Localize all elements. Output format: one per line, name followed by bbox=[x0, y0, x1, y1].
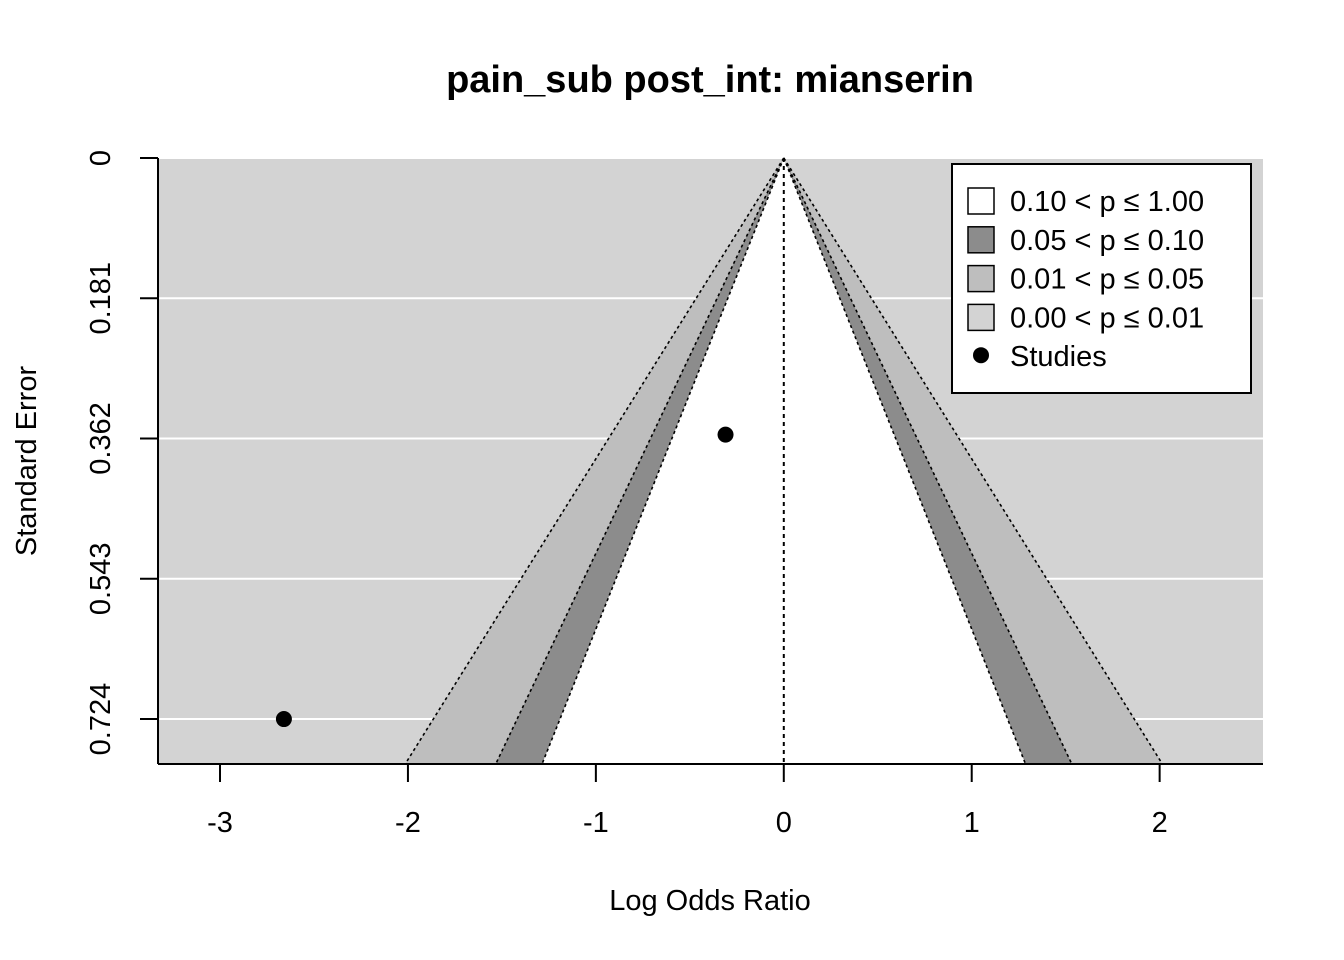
x-tick-label: -2 bbox=[395, 807, 421, 839]
chart-title: pain_sub post_int: mianserin bbox=[446, 59, 974, 101]
y-tick-label: 0.724 bbox=[85, 683, 117, 756]
legend-swatch bbox=[967, 264, 995, 293]
legend-swatch bbox=[967, 187, 995, 215]
legend-box bbox=[951, 163, 1252, 394]
y-tick-label: 0.543 bbox=[85, 543, 117, 616]
legend-label: Studies bbox=[1010, 341, 1107, 373]
study-points bbox=[275, 426, 734, 728]
contour-boundary-line bbox=[541, 157, 785, 765]
contour-boundary-line bbox=[783, 157, 1027, 765]
legend-label: 0.00 < p ≤ 0.01 bbox=[1010, 302, 1204, 334]
x-tick-label: 1 bbox=[964, 807, 980, 839]
legend-swatch bbox=[967, 303, 995, 332]
contour-boundary-line bbox=[404, 157, 785, 765]
contour-boundary-line bbox=[783, 157, 1164, 765]
legend-point-marker bbox=[973, 347, 989, 364]
contour-boundary-line bbox=[495, 157, 785, 765]
x-tick-label: -3 bbox=[207, 807, 233, 839]
x-axis-ticks: -3 -2 -1 0 1 2 bbox=[207, 764, 1168, 839]
x-tick-label: 2 bbox=[1152, 807, 1168, 839]
legend-label: 0.05 < p ≤ 0.10 bbox=[1010, 225, 1204, 257]
study-point bbox=[275, 711, 292, 728]
study-point bbox=[717, 426, 734, 443]
x-tick-label: 0 bbox=[776, 807, 792, 839]
legend-swatch bbox=[967, 226, 995, 254]
legend: 0.10 < p ≤ 1.00 0.05 < p ≤ 0.10 0.01 < p ≤… bbox=[951, 163, 1252, 394]
legend-label: 0.01 < p ≤ 0.05 bbox=[1010, 264, 1204, 296]
significance-contours bbox=[404, 157, 1164, 765]
x-axis-label: Log Odds Ratio bbox=[609, 885, 811, 917]
x-tick-label: -1 bbox=[583, 807, 609, 839]
legend-label: 0.10 < p ≤ 1.00 bbox=[1010, 186, 1204, 218]
contour-region bbox=[542, 158, 1026, 764]
y-tick-label: 0.362 bbox=[85, 402, 117, 475]
y-axis-label: Standard Error bbox=[11, 366, 43, 557]
y-tick-label: 0 bbox=[85, 150, 117, 166]
contour-boundary-line bbox=[783, 157, 1073, 765]
y-axis-ticks: 0 0.181 0.362 0.543 0.724 bbox=[85, 150, 158, 755]
y-tick-label: 0.181 bbox=[85, 262, 117, 335]
